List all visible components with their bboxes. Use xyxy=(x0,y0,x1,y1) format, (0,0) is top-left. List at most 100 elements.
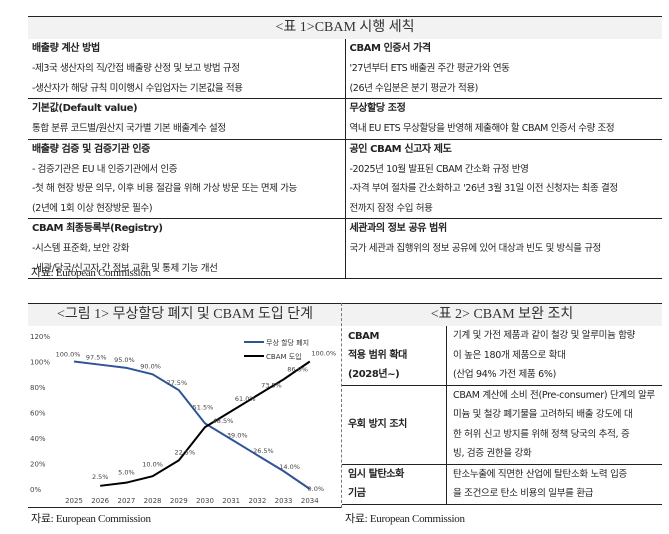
data-label: 90.0% xyxy=(140,362,161,370)
table-row: CBAM 최종등록부(Registry) -시스템 표준화, 보안 강화 -세관/당… xyxy=(28,219,662,279)
cell-line: 역내 EU ETS 무상할당을 반영해 제출해야 할 CBAM 인증서 수량 조… xyxy=(349,123,615,134)
row-key: CBAM 적용 범위 확대 (2028년~) xyxy=(342,326,447,385)
x-tick-label: 2031 xyxy=(222,497,240,505)
legend-label: CBAM 도입 xyxy=(266,353,302,361)
table-row: CBAM 적용 범위 확대 (2028년~) 기계 및 가전 제품과 같이 철강 및 … xyxy=(342,326,662,386)
cell-heading: CBAM 최종등록부(Registry) xyxy=(32,223,163,234)
cell-heading: 기본값(Default value) xyxy=(32,103,138,114)
y-tick-label: 80% xyxy=(30,384,46,392)
row-key-line: CBAM xyxy=(348,330,380,342)
data-label: 77.5% xyxy=(166,379,187,387)
data-label: 5.0% xyxy=(118,469,135,477)
y-tick-label: 60% xyxy=(30,410,46,418)
table-cbam-supplements: <표 2> CBAM 보완 조치 CBAM 적용 범위 확대 (2028년~) 기계 … xyxy=(342,303,662,505)
data-label: 26.5% xyxy=(253,447,274,455)
table2-title: <표 2> CBAM 보완 조치 xyxy=(342,303,662,326)
figure-phaseout-chart: <그림 1> 무상할당 폐지 및 CBAM 도입 단계 0% 20% 40% 60% 8… xyxy=(28,303,342,526)
table-cell-left: 배출량 검증 및 검증기관 인증 - 검증기관은 EU 내 인증기관에서 인증 -첫… xyxy=(28,139,346,218)
y-tick-label: 100% xyxy=(30,359,50,367)
x-tick-label: 2030 xyxy=(196,497,214,505)
data-label: 97.5% xyxy=(86,354,107,362)
cell-line: -시스템 표준화, 보안 강화 xyxy=(32,243,129,254)
table-cell-left: 배출량 계산 방법 -제3국 생산자의 직/간접 배출량 산정 및 보고 방법 규… xyxy=(28,39,346,98)
data-label: 0.0% xyxy=(308,485,325,493)
y-tick-label: 20% xyxy=(30,461,46,469)
data-label: 100.0% xyxy=(311,350,336,358)
x-tick-label: 2026 xyxy=(91,497,109,505)
data-label: 2.5% xyxy=(92,473,109,481)
cell-line: -세관/당국/신고자 간 정보 교환 및 통제 기능 개선 xyxy=(32,262,218,274)
row-value-line: 한 허위 신고 방지를 위해 정책 당국의 추적, 증 xyxy=(453,428,630,440)
row-value-line: 빙, 검증 권한을 강화 xyxy=(453,448,532,459)
table1-title: <표 1>CBAM 시행 세칙 xyxy=(28,17,662,39)
x-tick-label: 2032 xyxy=(248,497,266,505)
table-cbam-rules: <표 1>CBAM 시행 세칙 배출량 계산 방법 -제3국 생산자의 직/간접 … xyxy=(28,16,662,279)
row-key-line: 임시 탈탄소화 xyxy=(348,469,404,480)
data-label: 61.0% xyxy=(235,395,256,403)
y-tick-label: 120% xyxy=(30,333,50,341)
row-key-line: (2028년~) xyxy=(348,368,400,380)
series-line-free-allocation xyxy=(73,360,311,490)
cell-line: -생산자가 해당 규칙 미이행시 수입업자는 기본값을 적용 xyxy=(32,82,243,94)
table-row: 우회 방지 조치 CBAM 계산에 소비 전(Pre-consumer) 단계의 … xyxy=(342,385,662,465)
cell-line: - 검증기관은 EU 내 인증기관에서 인증 xyxy=(32,163,178,175)
cell-heading: 공인 CBAM 신고자 제도 xyxy=(349,143,452,155)
table-row: 기본값(Default value) 통합 분류 코드별/원산지 국가별 기본 배… xyxy=(28,99,662,140)
cell-line: (2년에 1회 이상 현장방문 필수) xyxy=(32,202,153,214)
row-value-line: 기계 및 가전 제품과 같이 철강 및 알루미늄 함량 xyxy=(453,330,636,341)
data-label: 95.0% xyxy=(114,356,135,364)
data-label: 10.0% xyxy=(142,460,163,468)
row-key-line: 기금 xyxy=(348,488,366,499)
cell-line: (26년 수입분은 분기 평균가 적용) xyxy=(349,82,479,94)
x-tick-label: 2029 xyxy=(170,497,188,505)
y-tick-label: 0% xyxy=(30,486,41,494)
table-cell-right: 공인 CBAM 신고자 제도 -2025년 10월 발표된 CBAM 간소화 규정… xyxy=(346,140,663,219)
row-value-line: 미늄 및 철강 폐기물을 고려하되 배출 강도에 대 xyxy=(453,409,633,420)
data-label: 73.5% xyxy=(261,381,282,389)
data-label: 100.0% xyxy=(56,351,81,359)
data-label: 22.5% xyxy=(174,448,195,456)
cell-line: 국가 세관과 집행위의 정보 공유에 있어 대상과 빈도 및 방식을 규정 xyxy=(349,243,602,254)
line-chart: 0% 20% 40% 60% 80% 100% 120% 2025 2026 2027 2028 20… xyxy=(28,326,342,526)
cell-line: -2025년 10월 발표된 CBAM 간소화 규정 반영 xyxy=(349,163,529,175)
figure1-source: 자료: European Commission xyxy=(31,513,151,525)
row-key-line: 적용 범위 확대 xyxy=(348,349,407,361)
x-tick-label: 2033 xyxy=(275,497,293,505)
row-value-line: 이 높은 180개 제품으로 확대 xyxy=(453,349,566,361)
row-key-line: 우회 방지 조치 xyxy=(348,419,407,430)
table-cell-left: CBAM 최종등록부(Registry) -시스템 표준화, 보안 강화 -세관/당… xyxy=(28,219,346,278)
legend-label: 무상 할당 폐지 xyxy=(266,338,309,347)
row-value-line: 탄소누출에 직면한 산업에 탈탄소화 노력 입증 xyxy=(453,468,627,480)
series-line-cbam xyxy=(100,360,311,487)
cell-heading: CBAM 인증서 가격 xyxy=(349,43,432,54)
table-row: 임시 탈탄소화 기금 탄소누출에 직면한 산업에 탈탄소화 노력 입증 을 조건으로 … xyxy=(342,464,662,505)
figure-divider xyxy=(28,507,342,508)
data-label: 86.0% xyxy=(287,365,308,373)
table2-source: 자료: European Commission xyxy=(345,513,465,525)
cell-heading: 배출량 계산 방법 xyxy=(32,43,100,54)
data-label: 51.5% xyxy=(193,403,214,411)
y-tick-label: 40% xyxy=(30,435,46,443)
x-tick-label: 2027 xyxy=(117,497,135,505)
figure1-title: <그림 1> 무상할당 폐지 및 CBAM 도입 단계 xyxy=(28,303,342,326)
row-value-line: 을 조건으로 탄소 비용의 일부를 환급 xyxy=(453,488,594,499)
cell-heading: 세관과의 정보 공유 범위 xyxy=(349,223,448,234)
cell-line: 통합 분류 코드별/원산지 국가별 기본 배출계수 설정 xyxy=(32,123,226,134)
table1-source: 자료: European Commission xyxy=(31,267,151,279)
row-value-line: (산업 94% 가전 제품 6%) xyxy=(453,369,557,380)
data-label: 48.5% xyxy=(213,417,234,425)
cell-heading: 무상할당 조정 xyxy=(349,103,406,114)
x-tick-label: 2028 xyxy=(144,497,162,505)
row-value-line: CBAM 계산에 소비 전(Pre-consumer) 단계의 알루 xyxy=(453,389,655,401)
table-row: 배출량 검증 및 검증기관 인증 - 검증기관은 EU 내 인증기관에서 인증 -첫… xyxy=(28,139,663,219)
data-label: 14.0% xyxy=(279,463,300,471)
cell-line: -첫 해 현장 방문 의무, 이후 비용 절감을 위해 가상 방문 또는 면제 … xyxy=(32,183,297,194)
cell-line: -자격 부여 절차를 간소화하고 '26년 3월 31일 이전 신청자는 최종 … xyxy=(349,183,619,194)
cell-line: '27년부터 ETS 배출권 주간 평균가와 연동 xyxy=(349,63,510,74)
